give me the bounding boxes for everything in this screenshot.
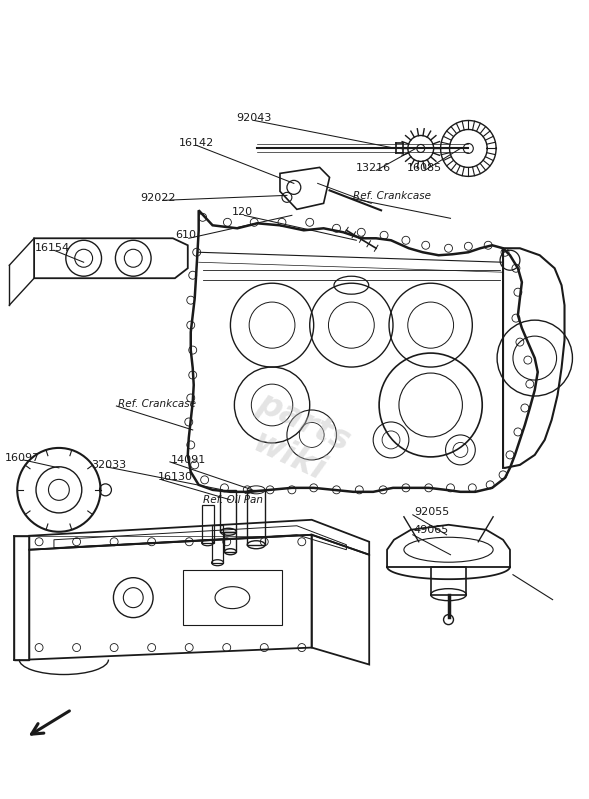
Text: 16154: 16154 [34, 243, 70, 253]
Text: 16097: 16097 [5, 453, 40, 463]
Text: Ref. Oil Pan: Ref. Oil Pan [203, 495, 263, 505]
Text: 32033: 32033 [91, 460, 126, 470]
Bar [431, 566, 466, 594]
Text: 610: 610 [176, 230, 196, 240]
Text: Ref. Crankcase: Ref. Crankcase [353, 191, 431, 201]
Text: 120: 120 [231, 207, 253, 217]
Text: parts
wiki: parts wiki [237, 386, 356, 492]
Text: 13216: 13216 [356, 164, 391, 173]
Text: 16142: 16142 [179, 138, 214, 149]
Bar [224, 532, 236, 552]
Bar [183, 570, 282, 625]
Text: 14091: 14091 [171, 455, 206, 465]
Bar [247, 490, 265, 545]
Bar [220, 490, 236, 532]
Text: 49065: 49065 [414, 525, 449, 535]
Text: 16130: 16130 [158, 472, 193, 482]
Text: 92022: 92022 [140, 193, 176, 204]
Bar [211, 525, 223, 562]
Text: 92055: 92055 [414, 507, 449, 517]
Text: 16085: 16085 [407, 164, 442, 173]
Text: Ref. Crankcase: Ref. Crankcase [118, 399, 196, 409]
Text: 92043: 92043 [237, 113, 272, 124]
Bar [201, 505, 214, 543]
